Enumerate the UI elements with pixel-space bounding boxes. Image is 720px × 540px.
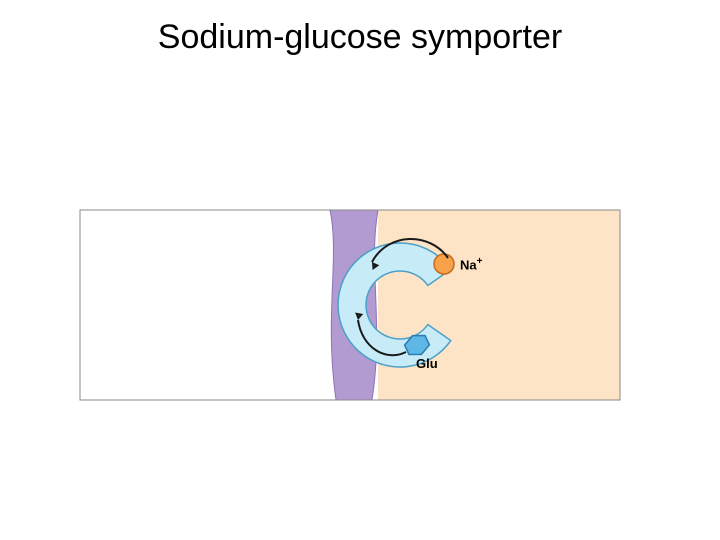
diagram-svg	[0, 0, 720, 540]
sodium-label: Na+	[460, 256, 482, 272]
glucose-label: Glu	[416, 356, 438, 371]
